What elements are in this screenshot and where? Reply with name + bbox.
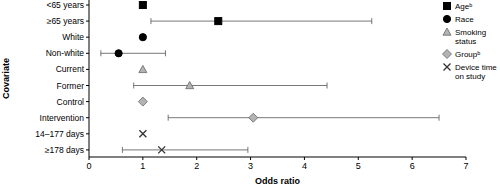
x-tick <box>89 157 90 160</box>
legend-label: Groupᵇ <box>455 50 480 59</box>
x-tick-label: 4 <box>302 161 307 171</box>
x-tick-label: 6 <box>410 161 415 171</box>
y-tick-label: Control <box>57 97 85 107</box>
legend-label-line: Device time <box>455 63 499 72</box>
y-tick <box>86 53 89 54</box>
point <box>139 65 147 72</box>
legend-label: Ageᵇ <box>455 2 472 11</box>
legend-label: Device time on study <box>455 63 499 81</box>
x-tick <box>466 157 467 160</box>
legend-marker <box>444 64 451 71</box>
point <box>139 34 146 41</box>
x-tick <box>412 157 413 160</box>
y-tick <box>86 5 89 6</box>
x-tick-label: 0 <box>86 161 91 171</box>
point <box>139 130 146 137</box>
x-tick-label: 1 <box>140 161 145 171</box>
y-axis-label: Covariate <box>1 58 11 99</box>
y-tick-label: White <box>62 32 84 42</box>
legend-label: Smoking status <box>455 28 488 46</box>
point <box>158 146 165 153</box>
point <box>138 97 147 106</box>
y-tick-label: Current <box>56 64 85 74</box>
point <box>215 18 222 25</box>
y-tick <box>86 21 89 22</box>
legend-label: Race <box>455 15 474 24</box>
legend-label-line: status <box>455 37 476 46</box>
error-bar <box>122 147 247 153</box>
y-tick-label: <65 years <box>46 0 84 10</box>
legend-label-line: on study <box>455 72 485 81</box>
legend-marker <box>444 3 451 10</box>
legend-marker <box>443 15 450 22</box>
x-tick-label: 5 <box>356 161 361 171</box>
legend-label-line: Smoking <box>455 28 488 37</box>
point <box>115 50 122 57</box>
legend: Ageᵇ Race Smoking status Groupᵇ Device time … <box>443 2 500 81</box>
error-bar <box>168 115 439 121</box>
y-tick-label: Former <box>57 81 85 91</box>
x-axis-label: Odds ratio <box>255 176 301 186</box>
y-tick <box>86 69 89 70</box>
y-tick <box>86 133 89 134</box>
x-tick-label: 7 <box>463 161 468 171</box>
y-tick <box>86 101 89 102</box>
y-tick-label: ≥65 years <box>47 16 84 26</box>
y-tick <box>86 85 89 86</box>
legend-marker <box>443 50 452 59</box>
y-tick <box>86 149 89 150</box>
x-tick <box>142 157 143 160</box>
y-tick <box>86 117 89 118</box>
point <box>186 82 194 89</box>
x-tick <box>250 157 251 160</box>
plot-area <box>101 2 439 154</box>
x-tick <box>196 157 197 160</box>
x-tick-label: 2 <box>194 161 199 171</box>
point <box>249 113 258 122</box>
x-tick <box>358 157 359 160</box>
legend-marker <box>443 28 451 35</box>
x-tick-label: 3 <box>248 161 253 171</box>
y-tick-label: Intervention <box>40 113 85 123</box>
x-tick <box>304 157 305 160</box>
error-bar <box>101 50 166 56</box>
x-axis <box>89 157 466 158</box>
point <box>139 2 146 9</box>
y-tick-label: ≥178 days <box>45 145 84 155</box>
y-tick-label: 14–177 days <box>35 129 84 139</box>
error-bar <box>151 18 372 24</box>
y-tick-label: Non-white <box>46 48 85 58</box>
y-tick <box>86 37 89 38</box>
error-bar <box>134 83 327 89</box>
